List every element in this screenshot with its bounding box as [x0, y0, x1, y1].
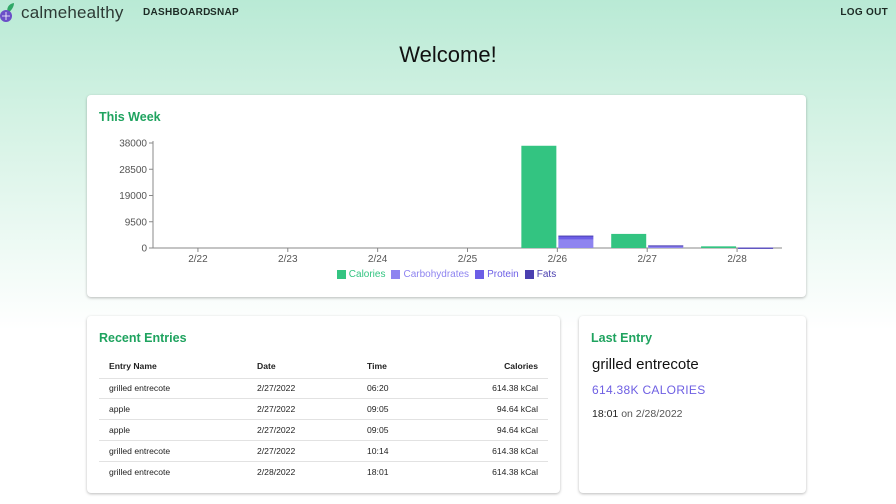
y-tick-label: 28500 — [119, 165, 147, 176]
cell-calories: 614.38 kCal — [442, 439, 548, 462]
welcome-heading: Welcome! — [399, 42, 497, 67]
cell-time: 09:05 — [357, 419, 442, 441]
nav-snap-link[interactable]: SNAP — [210, 7, 239, 18]
logout-button[interactable]: LOG OUT — [840, 7, 888, 18]
x-tick-label: 2/24 — [368, 254, 388, 265]
x-tick-label: 2/26 — [548, 254, 568, 265]
recent-entries-card: Recent Entries Entry Name Date Time Calo… — [87, 316, 560, 493]
cell-date: 2/27/2022 — [247, 377, 357, 399]
column-header-date: Date — [257, 360, 276, 371]
legend-label: Calories — [348, 269, 386, 280]
bar-calories — [521, 145, 557, 248]
brand[interactable]: calmehealthy — [0, 0, 124, 26]
table-header-row: Entry Name Date Time Calories — [99, 354, 548, 378]
bar-carbohydrates — [648, 246, 684, 248]
legend-swatch — [336, 270, 346, 279]
x-tick-label: 2/25 — [458, 254, 478, 265]
bar-calories — [701, 246, 737, 248]
cell-date: 2/27/2022 — [247, 398, 357, 420]
last-entry-title: Last Entry — [591, 331, 653, 345]
bar-carbohydrates — [558, 239, 594, 248]
last-entry-timestamp: 18:01 on 2/28/2022 — [592, 408, 683, 420]
bar-fats — [738, 247, 774, 249]
cell-date: 2/28/2022 — [247, 460, 357, 482]
chart-legend: Calories Carbohydrates Protein Fats — [87, 269, 806, 280]
leaf-logo-icon — [0, 3, 14, 22]
legend-item-carbohydrates[interactable]: Carbohydrates — [391, 269, 469, 280]
cell-entry-name: apple — [99, 419, 247, 441]
cell-entry-name: grilled entrecote — [99, 377, 247, 399]
cell-date: 2/27/2022 — [247, 419, 357, 441]
cell-date: 2/27/2022 — [247, 439, 357, 462]
cell-entry-name: grilled entrecote — [99, 439, 247, 462]
legend-item-calories[interactable]: Calories — [336, 269, 386, 280]
y-tick-label: 0 — [141, 244, 147, 255]
cell-calories: 94.64 kCal — [442, 419, 548, 441]
nav-dashboard-link[interactable]: DASHBOARD — [143, 7, 211, 18]
y-tick-label: 9500 — [125, 217, 148, 228]
legend-item-fats[interactable]: Fats — [524, 269, 557, 280]
last-entry-calories: 614.38K CALORIES — [592, 383, 706, 397]
cell-entry-name: grilled entrecote — [99, 460, 247, 482]
legend-swatch — [524, 270, 534, 279]
table-row: apple 2/27/2022 09:05 94.64 kCal — [99, 398, 548, 420]
cell-calories: 94.64 kCal — [442, 398, 548, 420]
top-navigation-bar: calmehealthy DASHBOARD SNAP LOG OUT — [0, 0, 896, 26]
weekly-bar-chart: 0 9500 19000 28500 38000 2/22 2/23 2/24 2/25 2/26… — [119, 139, 782, 265]
column-header-time: Time — [367, 360, 387, 371]
x-tick-label: 2/22 — [188, 254, 208, 265]
table-row: grilled entrecote 2/27/2022 10:14 614.38 kC… — [99, 439, 548, 462]
cell-time: 10:14 — [357, 439, 442, 462]
bar-fats — [558, 235, 594, 237]
last-entry-name: grilled entrecote — [592, 356, 699, 373]
table-row: grilled entrecote 2/27/2022 06:20 614.38 kC… — [99, 377, 548, 399]
y-tick-label: 38000 — [119, 139, 147, 150]
y-tick-label: 19000 — [119, 191, 147, 202]
recent-entries-table: Entry Name Date Time Calories grilled en… — [99, 354, 548, 482]
legend-swatch — [391, 270, 401, 279]
legend-label: Protein — [487, 269, 519, 280]
last-entry-time: 18:01 — [592, 408, 619, 420]
last-entry-card: Last Entry grilled entrecote 614.38K CAL… — [579, 316, 806, 493]
cell-calories: 614.38 kCal — [442, 377, 548, 399]
column-header-calories: Calories — [504, 360, 538, 371]
legend-label: Carbohydrates — [403, 269, 470, 280]
cell-time: 18:01 — [357, 460, 442, 482]
bar-calories — [611, 233, 647, 248]
bar-protein — [558, 236, 594, 240]
x-tick-label: 2/23 — [278, 254, 298, 265]
legend-label: Fats — [536, 269, 557, 280]
cell-entry-name: apple — [99, 398, 247, 420]
this-week-title: This Week — [99, 110, 161, 124]
recent-entries-title: Recent Entries — [99, 331, 187, 345]
column-header-entry-name: Entry Name — [109, 360, 157, 371]
x-tick-label: 2/28 — [727, 254, 747, 265]
cell-time: 06:20 — [357, 377, 442, 399]
legend-swatch — [475, 270, 485, 279]
brand-name: calmehealthy — [21, 3, 124, 22]
legend-item-protein[interactable]: Protein — [475, 269, 519, 280]
x-tick-label: 2/27 — [637, 254, 657, 265]
table-row: grilled entrecote 2/28/2022 18:01 614.38 kC… — [99, 460, 548, 482]
table-row: apple 2/27/2022 09:05 94.64 kCal — [99, 419, 548, 441]
cell-time: 09:05 — [357, 398, 442, 420]
cell-calories: 614.38 kCal — [442, 460, 548, 482]
bar-fats — [648, 245, 684, 247]
this-week-card: This Week 0 9500 19000 28500 38000 2/22 2/23 2/… — [87, 95, 806, 297]
last-entry-date: on 2/28/2022 — [621, 408, 683, 420]
